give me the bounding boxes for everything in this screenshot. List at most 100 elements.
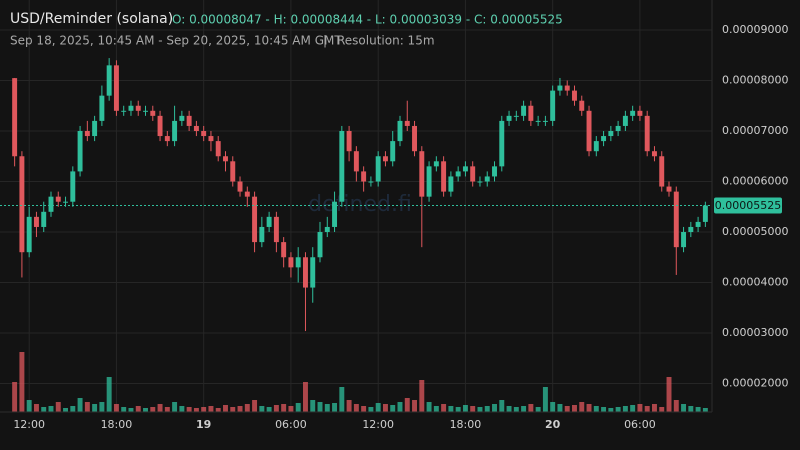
volume-bar <box>455 407 461 412</box>
volume-bar <box>637 404 643 412</box>
candle-body <box>535 120 541 122</box>
candle-body <box>513 115 519 117</box>
y-tick-label: 0.00002000 <box>722 377 788 390</box>
volume-bar <box>608 408 614 412</box>
volume-bar <box>586 404 592 412</box>
candle-body <box>223 156 228 162</box>
y-tick-label: 0.00007000 <box>722 124 788 137</box>
candle-body <box>143 110 148 112</box>
candle-body <box>201 131 207 137</box>
candle-body <box>48 196 54 212</box>
candle-body <box>484 176 490 182</box>
candle-body <box>55 196 61 202</box>
volume-bar <box>673 400 679 412</box>
candle-body <box>593 141 599 152</box>
candle-body <box>528 105 534 121</box>
candle-body <box>230 161 236 182</box>
volume-bar <box>302 382 308 412</box>
y-tick-label: 0.00004000 <box>722 276 788 289</box>
y-tick-label: 0.00006000 <box>722 175 788 188</box>
volume-bar <box>426 402 432 412</box>
candle-body <box>666 186 672 192</box>
volume-bar <box>593 406 599 412</box>
volume-bar <box>390 405 396 412</box>
candle-body <box>521 105 527 116</box>
candle-body <box>412 125 418 152</box>
candle-body <box>499 120 505 167</box>
candle-body <box>368 181 374 183</box>
last-price-tag <box>714 197 782 214</box>
volume-bar <box>164 407 170 412</box>
candle-body <box>441 161 447 192</box>
candle-body <box>99 95 105 121</box>
candle-body <box>19 156 25 253</box>
x-tick-label: 12:00 <box>13 418 45 431</box>
candle-body <box>615 125 621 132</box>
volume-bar <box>506 406 512 412</box>
candle-body <box>252 196 258 243</box>
volume-bar <box>121 407 127 412</box>
candle-body <box>572 90 577 101</box>
volume-bar <box>412 400 418 412</box>
candle-body <box>390 141 396 162</box>
candle-body <box>382 156 388 162</box>
watermark: defined.fi <box>308 192 412 217</box>
candle-body <box>651 151 657 157</box>
volume-bar <box>353 404 359 412</box>
volume-bar <box>259 406 265 412</box>
volume-bar <box>550 402 556 412</box>
x-tick-label: 12:00 <box>362 418 394 431</box>
volume-bar <box>448 406 454 412</box>
volume-bar <box>208 406 214 412</box>
candle-body <box>455 171 461 177</box>
candle-body <box>179 115 185 121</box>
candle-body <box>622 115 628 126</box>
volume-bar <box>12 382 18 412</box>
candle-body <box>542 120 548 122</box>
volume-bar <box>244 404 250 412</box>
volume-bar <box>157 404 163 412</box>
volume-bar <box>150 407 156 412</box>
candle-body <box>397 120 403 142</box>
volume-bar <box>484 406 490 412</box>
volume-bar <box>19 352 25 412</box>
volume-bar <box>230 407 236 412</box>
candle-body <box>448 176 454 192</box>
candle-body <box>172 120 178 142</box>
volume-bar <box>288 406 294 412</box>
volume-bar <box>688 406 694 412</box>
candle-body <box>673 191 679 248</box>
volume-bar <box>368 407 374 412</box>
candle-body <box>63 201 69 203</box>
volume-bar <box>186 407 192 412</box>
volume-bar <box>361 406 367 412</box>
x-tick-label: 06:00 <box>275 418 307 431</box>
volume-bar <box>441 404 447 412</box>
volume-bar <box>295 403 301 412</box>
volume-bar <box>492 404 497 412</box>
candle-body <box>426 166 432 197</box>
candle-body <box>237 181 243 192</box>
candle-body <box>550 90 556 121</box>
volume-bar <box>215 408 221 412</box>
volume-bar <box>601 407 607 412</box>
candle-body <box>302 257 308 288</box>
candle-body <box>215 141 221 157</box>
volume-bar <box>92 404 98 412</box>
volume-bar <box>419 380 425 412</box>
volume-bar <box>579 402 585 412</box>
volume-bar <box>572 405 577 412</box>
volume-layer <box>12 352 708 412</box>
volume-bar <box>99 402 105 412</box>
candle-body <box>12 78 18 157</box>
candle-body <box>259 226 265 243</box>
volume-bar <box>346 400 352 412</box>
candle-body <box>244 191 250 197</box>
candle-body <box>688 226 694 233</box>
volume-bar <box>535 407 541 412</box>
volume-bar <box>273 405 279 412</box>
volume-bar <box>521 406 527 412</box>
volume-bar <box>564 406 570 412</box>
